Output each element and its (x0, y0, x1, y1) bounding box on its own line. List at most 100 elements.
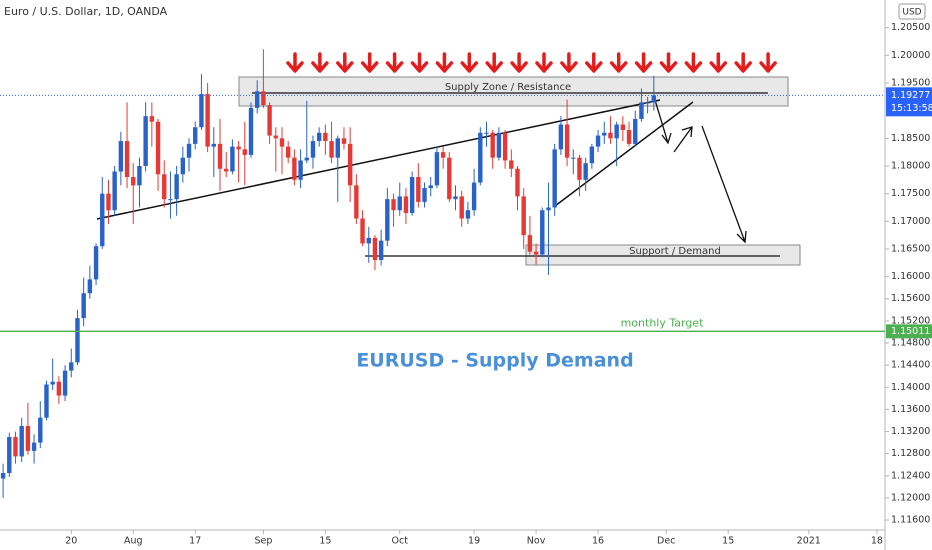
candle-body (484, 132, 489, 134)
down-arrow (510, 52, 528, 73)
candle-body (372, 237, 378, 261)
candle-body (323, 132, 328, 142)
candle-body (180, 157, 186, 175)
candle-body (639, 102, 644, 119)
candle-body (31, 442, 37, 451)
candle-body (459, 196, 464, 219)
annotation: Supply Zone / Resistance (445, 82, 571, 93)
arrow (654, 99, 672, 145)
candle-body (378, 240, 384, 261)
y-tick-label: 1.14400 (891, 360, 930, 371)
y-tick-label: 1.19500 (891, 77, 930, 88)
down-arrow (435, 52, 454, 73)
x-tick-label: Sep (254, 536, 272, 547)
down-arrow (585, 52, 603, 73)
candle-body (248, 107, 254, 155)
candle-body (44, 384, 49, 418)
candle-body (602, 132, 607, 136)
down-arrow (709, 52, 728, 73)
candle-body (354, 185, 359, 219)
subtitle: EURUSD - Supply Demand (356, 350, 633, 372)
candle-body (564, 124, 570, 158)
candle-body (69, 362, 74, 371)
candle-body (428, 185, 433, 189)
candle-body (453, 196, 458, 200)
x-tick-label: 17 (189, 536, 201, 547)
currency-button[interactable] (898, 3, 926, 20)
candle-body (292, 157, 297, 180)
y-tick-label: 1.14800 (891, 338, 930, 349)
candle-body (87, 279, 93, 294)
x-tick-label: 20 (65, 536, 77, 547)
y-tick-label: 1.17500 (891, 188, 930, 199)
down-arrow (634, 52, 653, 73)
y-tick-label: 1.15600 (891, 293, 930, 304)
candle-body (403, 196, 409, 213)
candle-body (614, 124, 619, 139)
current-price-label: 1.19277 (891, 90, 930, 101)
target-price-box (886, 324, 932, 339)
candle-body (106, 193, 111, 211)
candle-body (502, 132, 508, 161)
y-tick-label: 1.18500 (891, 133, 930, 144)
y-tick-label: 1.20500 (891, 22, 930, 33)
candle-body (285, 146, 291, 158)
x-tick-label: Dec (657, 536, 675, 547)
candle-body (143, 116, 148, 166)
candle-body (366, 237, 371, 244)
candle-body (217, 143, 223, 169)
candle-body (651, 95, 657, 103)
supply-zone (238, 76, 789, 107)
candle-body (236, 146, 241, 150)
candle-body (0, 473, 6, 479)
trendline (554, 101, 694, 207)
candle-body (490, 132, 495, 158)
candle-body (19, 425, 24, 457)
y-tick-label: 1.12800 (891, 448, 930, 459)
down-arrow (385, 52, 404, 73)
down-arrow (659, 52, 678, 73)
candle-body (434, 152, 440, 186)
down-arrow (560, 52, 578, 73)
candle-body (254, 91, 260, 108)
candle-body (496, 132, 502, 158)
candle-body (38, 417, 43, 443)
candle-body (509, 160, 514, 169)
currency[interactable]: USD (902, 8, 921, 18)
candle-body (360, 218, 365, 244)
x-tick-label: 16 (592, 536, 604, 547)
candle-body (595, 135, 601, 147)
down-arrow (759, 52, 777, 73)
down-arrow (410, 52, 429, 73)
x-tick-label: 19 (468, 536, 480, 547)
candle-body (100, 193, 105, 247)
candle-body (93, 246, 99, 280)
candle-body (645, 102, 650, 104)
candle-body (533, 251, 539, 255)
candle-body (298, 160, 303, 180)
candle-body (577, 157, 582, 180)
down-arrow (311, 52, 329, 73)
down-arrow (460, 52, 479, 73)
candle-body (25, 425, 31, 451)
candle-body (242, 149, 248, 155)
candle-body (137, 165, 142, 186)
candle-body (571, 157, 576, 159)
y-tick-label: 1.20000 (891, 50, 930, 61)
candle-body (273, 135, 278, 139)
candle-body (131, 177, 136, 186)
candle-body (261, 91, 266, 106)
candle-body (279, 138, 285, 147)
y-tick-label: 1.18000 (891, 160, 930, 171)
candle-body (211, 143, 217, 147)
down-arrows (286, 52, 777, 73)
y-tick-label: 1.14000 (891, 382, 930, 393)
candle-body (552, 149, 557, 208)
arrow (701, 125, 747, 244)
candle-body (193, 127, 198, 144)
candle-body (583, 163, 588, 180)
y-tick-label: 1.16500 (891, 243, 930, 254)
candle-body (329, 141, 334, 158)
candle-body (385, 199, 390, 241)
